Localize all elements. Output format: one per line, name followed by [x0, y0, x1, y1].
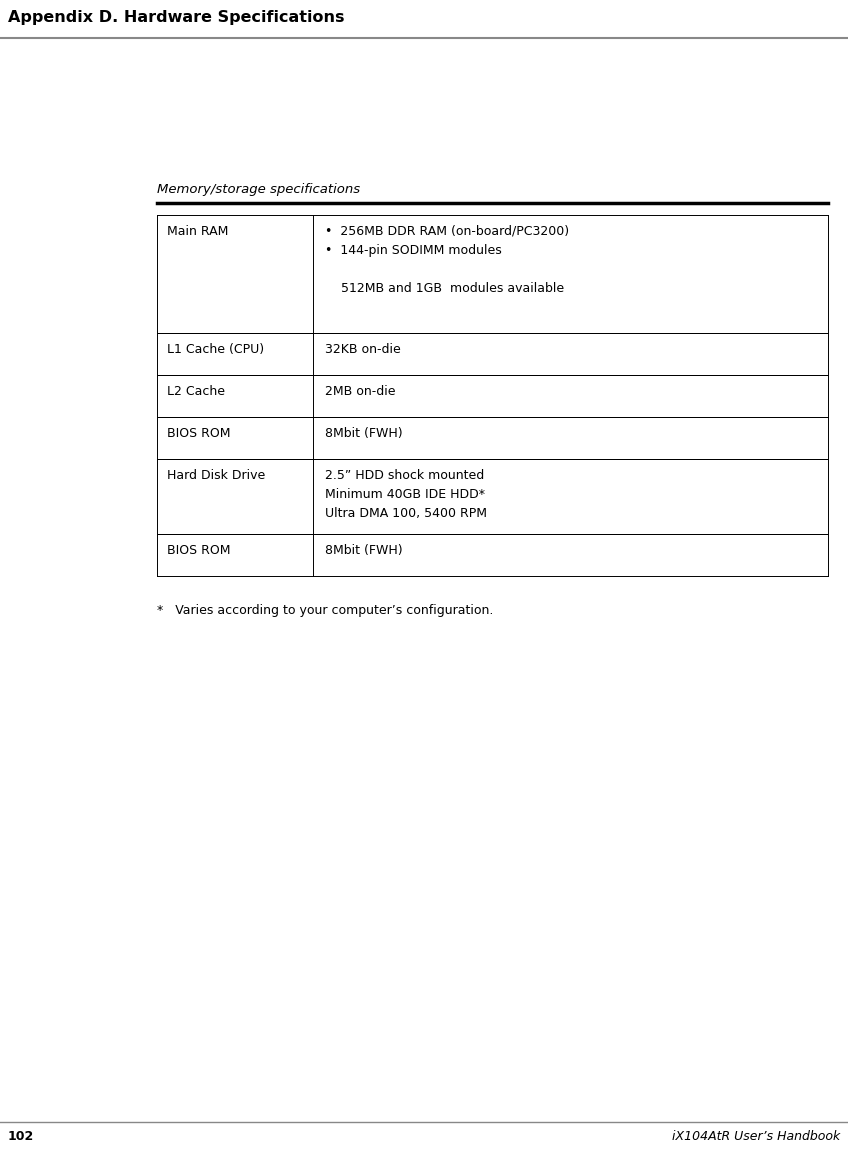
- Text: L2 Cache: L2 Cache: [167, 385, 225, 398]
- Text: •  256MB DDR RAM (on-board/PC3200)
•  144-pin SODIMM modules

    512MB and 1GB : • 256MB DDR RAM (on-board/PC3200) • 144-…: [325, 225, 569, 295]
- Text: 2.5” HDD shock mounted
Minimum 40GB IDE HDD*
Ultra DMA 100, 5400 RPM: 2.5” HDD shock mounted Minimum 40GB IDE …: [325, 469, 487, 520]
- Text: *   Varies according to your computer’s configuration.: * Varies according to your computer’s co…: [157, 604, 494, 617]
- Text: Hard Disk Drive: Hard Disk Drive: [167, 469, 265, 482]
- Text: iX104AtR User’s Handbook: iX104AtR User’s Handbook: [672, 1130, 840, 1142]
- Text: BIOS ROM: BIOS ROM: [167, 544, 231, 557]
- Text: Appendix D. Hardware Specifications: Appendix D. Hardware Specifications: [8, 10, 344, 25]
- Text: Main RAM: Main RAM: [167, 225, 228, 238]
- Text: L1 Cache (CPU): L1 Cache (CPU): [167, 343, 264, 355]
- Text: 8Mbit (FWH): 8Mbit (FWH): [325, 544, 403, 557]
- Text: 102: 102: [8, 1130, 34, 1142]
- Text: 2MB on-die: 2MB on-die: [325, 385, 395, 398]
- Text: Memory/storage specifications: Memory/storage specifications: [157, 183, 360, 196]
- Text: BIOS ROM: BIOS ROM: [167, 427, 231, 440]
- Text: 32KB on-die: 32KB on-die: [325, 343, 401, 355]
- Text: 8Mbit (FWH): 8Mbit (FWH): [325, 427, 403, 440]
